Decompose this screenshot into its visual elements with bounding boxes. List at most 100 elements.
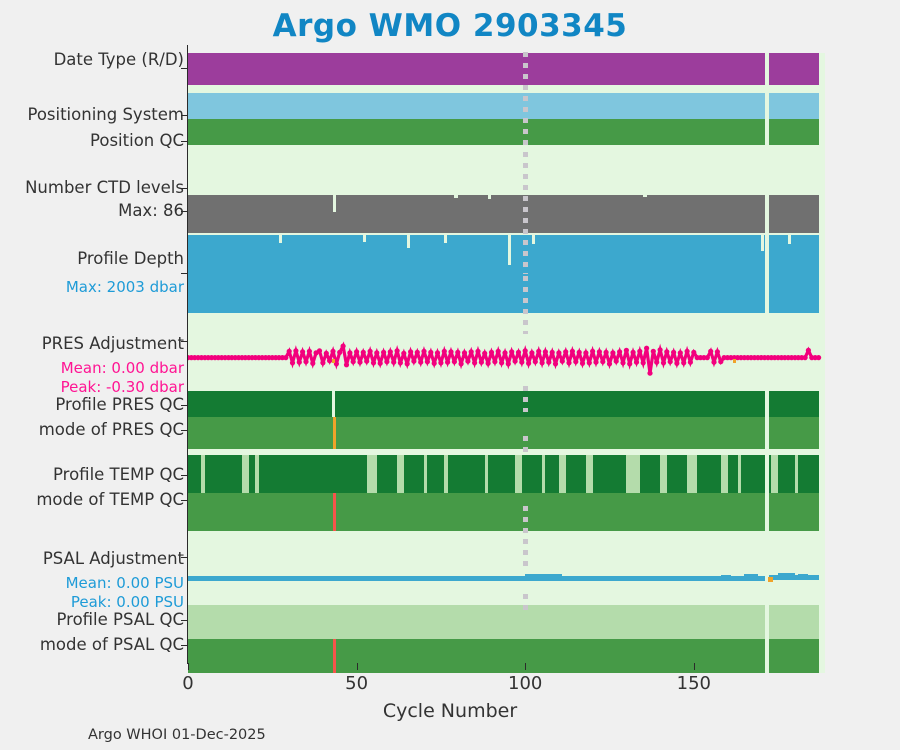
label-psal-peak: Peak: 0.00 PSU xyxy=(70,593,184,611)
profile-temp-qc-alt-band xyxy=(542,455,546,493)
ctd-bar xyxy=(491,195,644,233)
x-tick-label: 0 xyxy=(182,673,194,694)
label-pres-adjustment: PRES Adjustment xyxy=(41,334,184,353)
mode-psal-qc-flag xyxy=(332,639,337,673)
profile-depth-bar xyxy=(279,242,283,313)
panel-profile-pres-qc xyxy=(188,391,825,417)
y-tick xyxy=(181,211,188,212)
ctd-bar xyxy=(457,195,489,233)
label-number-ctd-levels: Number CTD levels xyxy=(25,178,184,197)
label-mode-pres-qc: mode of PRES QC xyxy=(38,420,184,439)
psal-adjustment-line xyxy=(744,574,758,578)
profile-temp-qc-alt-band xyxy=(397,455,404,493)
y-tick xyxy=(181,620,188,621)
ctd-bar xyxy=(454,197,458,233)
panel-profile-depth xyxy=(188,235,825,313)
x-tick xyxy=(356,663,358,670)
profile-temp-qc-alt-band xyxy=(255,455,259,493)
profile-depth-bar xyxy=(511,235,532,313)
y-tick xyxy=(181,475,188,476)
profile-depth-bar xyxy=(444,242,448,313)
cycle-100-marker xyxy=(523,276,529,334)
ctd-bar xyxy=(488,198,492,233)
profile-temp-qc-alt-band xyxy=(366,455,377,493)
profile-depth-bar xyxy=(282,235,364,313)
label-profile-psal-qc: Profile PSAL QC xyxy=(56,610,184,629)
profile-temp-qc-alt-band xyxy=(484,455,489,493)
y-tick xyxy=(181,645,188,646)
mode-psal-qc-band xyxy=(188,639,765,673)
y-tick xyxy=(181,141,188,142)
label-psal-mean: Mean: 0.00 PSU xyxy=(65,574,184,592)
profile-temp-qc-alt-band xyxy=(515,455,522,493)
mode-temp-qc-band xyxy=(188,493,765,531)
x-tick xyxy=(525,663,527,670)
profile-depth-bar xyxy=(531,243,535,313)
position-qc-band xyxy=(769,119,819,145)
date-type-band xyxy=(188,53,765,85)
mode-temp-qc-band xyxy=(769,493,819,531)
plot-area xyxy=(188,45,825,673)
cycle-100-marker xyxy=(523,506,529,566)
label-date-type: Date Type (R/D) xyxy=(53,50,184,69)
panel-position-qc xyxy=(188,119,825,145)
profile-pres-qc-band xyxy=(335,391,765,417)
ctd-bar xyxy=(769,195,819,233)
y-tick xyxy=(181,68,188,69)
label-pres-mean: Mean: 0.00 dbar xyxy=(60,359,184,377)
y-tick xyxy=(181,557,188,558)
profile-temp-qc-alt-band xyxy=(444,455,448,493)
panel-date-type xyxy=(188,53,825,85)
profile-depth-bar xyxy=(188,235,280,313)
psal-adjustment-flag xyxy=(767,577,773,583)
x-tick-label: 100 xyxy=(508,673,543,694)
profile-depth-bar xyxy=(447,235,509,313)
psal-adjustment-line xyxy=(769,575,819,581)
x-axis-title: Cycle Number xyxy=(382,700,518,722)
profile-temp-qc-alt-band xyxy=(794,455,799,493)
label-psal-adjustment: PSAL Adjustment xyxy=(42,549,184,568)
page-title: Argo WMO 2903345 xyxy=(272,8,628,44)
label-profile-temp-qc: Profile TEMP QC xyxy=(53,465,184,484)
profile-depth-bar xyxy=(366,235,408,313)
panel-profile-psal-qc xyxy=(188,605,825,639)
label-mode-temp-qc: mode of TEMP QC xyxy=(36,490,184,509)
pres-qc-flag-marker xyxy=(331,358,335,363)
panel-pres-adjustment xyxy=(188,317,825,395)
profile-depth-bar xyxy=(788,244,792,313)
profile-depth-bar xyxy=(534,235,762,313)
profile-temp-qc-band xyxy=(188,455,765,493)
profile-depth-bar xyxy=(508,264,512,313)
y-tick xyxy=(181,405,188,406)
pres-adjustment-series xyxy=(188,341,822,376)
profile-temp-qc-alt-band xyxy=(771,455,779,493)
positioning-system-band xyxy=(769,93,819,119)
cycle-100-marker xyxy=(523,436,529,458)
cycle-100-marker xyxy=(523,152,529,192)
profile-temp-qc-alt-band xyxy=(241,455,249,493)
mode-temp-qc-flag xyxy=(332,493,337,531)
y-tick xyxy=(181,115,188,116)
y-tick xyxy=(181,500,188,501)
x-tick xyxy=(693,663,695,670)
ctd-bar xyxy=(336,195,455,233)
y-tick xyxy=(181,188,188,189)
ctd-bar xyxy=(332,212,337,233)
x-tick-label: 150 xyxy=(676,673,711,694)
cycle-100-marker xyxy=(523,386,529,412)
y-axis-line xyxy=(187,45,188,663)
profile-temp-qc-alt-band xyxy=(424,455,428,493)
mode-psal-qc-band xyxy=(769,639,819,673)
cycle-100-marker xyxy=(523,196,529,274)
position-qc-band xyxy=(188,119,765,145)
profile-depth-bar xyxy=(791,235,819,313)
panel-profile-temp-qc xyxy=(188,455,825,493)
psal-adjustment-line xyxy=(798,574,809,578)
profile-temp-qc-alt-band xyxy=(737,455,741,493)
profile-temp-qc-alt-band xyxy=(558,455,566,493)
label-positioning-system: Positioning System xyxy=(27,105,184,124)
profile-depth-bar xyxy=(761,250,765,313)
y-tick xyxy=(181,273,188,274)
profile-depth-bar xyxy=(363,242,367,313)
y-tick xyxy=(181,430,188,431)
